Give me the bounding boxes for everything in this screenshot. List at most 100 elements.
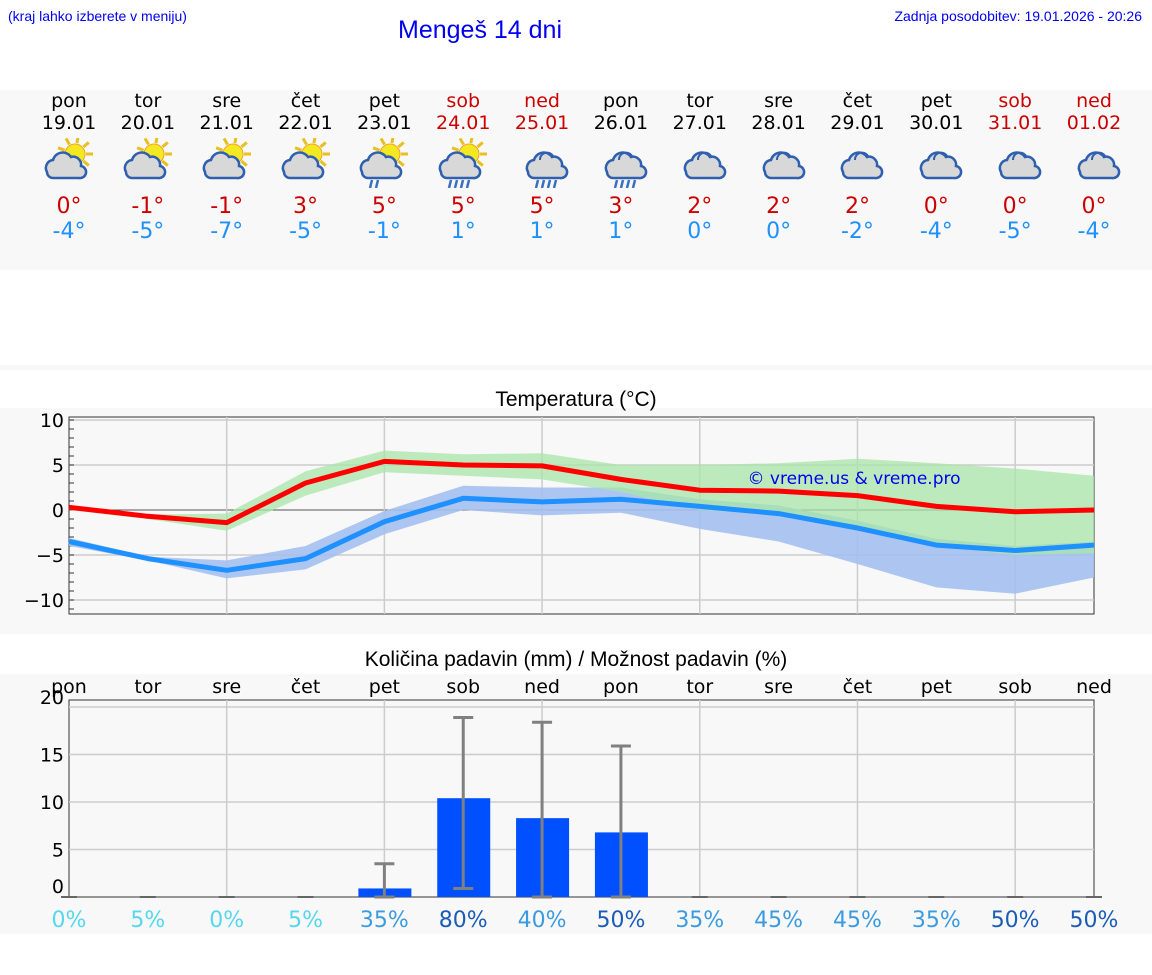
day-name: čet bbox=[842, 90, 873, 112]
precipitation-probability: 0% bbox=[209, 908, 244, 933]
day-date: 30.01 bbox=[909, 112, 964, 134]
day-column: sre 28.01 2° 0° bbox=[740, 90, 818, 244]
min-temperature: 0° bbox=[766, 219, 792, 244]
max-temperature: 2° bbox=[687, 194, 713, 219]
min-temperature: -1° bbox=[367, 219, 401, 244]
min-temperature-line bbox=[68, 495, 1095, 573]
daily-forecast-panel: pon 19.01 0° -4° tor 20.01 -1° -5° sre 21.01 -1° -7… bbox=[0, 90, 1152, 270]
partly-cloudy-icon bbox=[44, 138, 93, 180]
temperature-chart-title: Temperatura (°C) bbox=[495, 388, 657, 411]
day-date: 27.01 bbox=[672, 112, 727, 134]
category-label: tor bbox=[134, 676, 161, 698]
min-temperature: -5° bbox=[998, 219, 1032, 244]
category-label: pon bbox=[603, 676, 639, 698]
cloudy-icon bbox=[919, 151, 963, 180]
range-band bbox=[69, 485, 1094, 594]
min-temperature: 0° bbox=[687, 219, 713, 244]
day-date: 23.01 bbox=[357, 112, 412, 134]
day-name: ned bbox=[524, 90, 560, 112]
y-tick-label: 5 bbox=[52, 455, 64, 477]
y-tick-label: −5 bbox=[36, 545, 64, 567]
day-column: pet 30.01 0° -4° bbox=[897, 90, 975, 244]
category-label: čet bbox=[291, 676, 321, 698]
day-column: pon 26.01 3° 1° bbox=[582, 90, 660, 244]
max-temperature: 5° bbox=[371, 194, 397, 219]
cloudy-rain-icon bbox=[604, 151, 648, 188]
day-name: sob bbox=[998, 90, 1032, 112]
day-date: 21.01 bbox=[199, 112, 254, 134]
day-column: tor 27.01 2° 0° bbox=[661, 90, 739, 244]
min-temperature: -4° bbox=[919, 219, 953, 244]
day-name: pon bbox=[603, 90, 639, 112]
category-label: sob bbox=[998, 676, 1032, 698]
category-label: ned bbox=[524, 676, 560, 698]
min-temperature: 1° bbox=[529, 219, 555, 244]
cloudy-icon bbox=[841, 151, 884, 180]
category-label: pon bbox=[51, 676, 87, 698]
precipitation-probability: 50% bbox=[1070, 908, 1119, 933]
max-temperature: 5° bbox=[450, 194, 476, 219]
category-label: sre bbox=[764, 676, 793, 698]
min-temperature: -4° bbox=[1077, 219, 1111, 244]
day-column: pet 23.01 5° -1° bbox=[345, 90, 423, 244]
last-updated: Zadnja posodobitev: 19.01.2026 - 20:26 bbox=[894, 8, 1142, 24]
day-column: sre 21.01 -1° -7° bbox=[188, 90, 266, 244]
day-date: 22.01 bbox=[278, 112, 333, 134]
max-temperature-line bbox=[68, 458, 1095, 526]
max-temperature: 2° bbox=[844, 194, 870, 219]
day-column: sob 24.01 5° 1° bbox=[424, 90, 502, 244]
plot-area bbox=[68, 699, 1095, 898]
y-tick-label: 0 bbox=[52, 876, 64, 898]
max-temperature: -1° bbox=[131, 194, 165, 219]
day-column: ned 01.02 0° -4° bbox=[1055, 90, 1133, 244]
category-label: sre bbox=[212, 676, 241, 698]
page-title: Mengeš 14 dni bbox=[398, 16, 563, 44]
day-date: 19.01 bbox=[41, 112, 97, 134]
day-date: 24.01 bbox=[436, 112, 491, 134]
precipitation-probability: 5% bbox=[130, 908, 165, 933]
day-column: sob 31.01 0° -5° bbox=[976, 90, 1054, 244]
day-name: tor bbox=[134, 90, 162, 112]
partly-cloudy-icon bbox=[281, 138, 330, 180]
category-label: pet bbox=[369, 676, 400, 698]
max-temperature: 0° bbox=[1002, 194, 1028, 219]
y-tick-label: 5 bbox=[52, 840, 64, 862]
day-name: čet bbox=[290, 90, 321, 112]
min-temperature: 1° bbox=[450, 219, 476, 244]
max-temperature: -1° bbox=[210, 194, 244, 219]
day-date: 20.01 bbox=[120, 112, 176, 134]
precipitation-probability: 0% bbox=[52, 908, 87, 933]
day-name: ned bbox=[1076, 90, 1112, 112]
max-temperature: 0° bbox=[56, 194, 82, 219]
cloudy-icon bbox=[683, 151, 727, 180]
y-tick-label: 15 bbox=[40, 745, 64, 767]
precipitation-probability: 35% bbox=[675, 908, 724, 933]
y-tick-label: 10 bbox=[40, 410, 64, 432]
min-temperature: -4° bbox=[52, 219, 86, 244]
cloudy-icon bbox=[1077, 151, 1121, 180]
day-name: pet bbox=[920, 90, 952, 112]
cloudy-icon bbox=[762, 151, 805, 180]
category-label: tor bbox=[686, 676, 713, 698]
day-name: sre bbox=[764, 90, 794, 112]
min-temperature: 1° bbox=[608, 219, 634, 244]
min-temperature: -5° bbox=[131, 219, 165, 244]
min-temperature: -7° bbox=[210, 219, 244, 244]
y-tick-label: 20 bbox=[40, 687, 64, 709]
y-tick-label: 10 bbox=[40, 792, 64, 814]
day-name: pet bbox=[368, 90, 400, 112]
day-date: 31.01 bbox=[987, 112, 1043, 134]
partly-cloudy-light-rain-icon bbox=[360, 138, 409, 188]
category-label: ned bbox=[1076, 676, 1112, 698]
temperature-chart: 10 5 0 −5 −10 © vreme.us & vreme.pro bbox=[24, 410, 1095, 615]
min-temperature: -2° bbox=[840, 219, 874, 244]
day-column: čet 29.01 2° -2° bbox=[818, 90, 896, 244]
day-date: 29.01 bbox=[830, 112, 885, 134]
category-label: čet bbox=[843, 676, 873, 698]
copyright-annotation: © vreme.us & vreme.pro bbox=[747, 469, 960, 489]
y-tick-label: 0 bbox=[52, 500, 64, 522]
day-column: ned 25.01 5° 1° bbox=[503, 90, 581, 244]
day-name: sre bbox=[212, 90, 242, 112]
partly-cloudy-rain-icon bbox=[438, 138, 488, 188]
precipitation-chart-title: Količina padavin (mm) / Možnost padavin … bbox=[364, 648, 788, 671]
